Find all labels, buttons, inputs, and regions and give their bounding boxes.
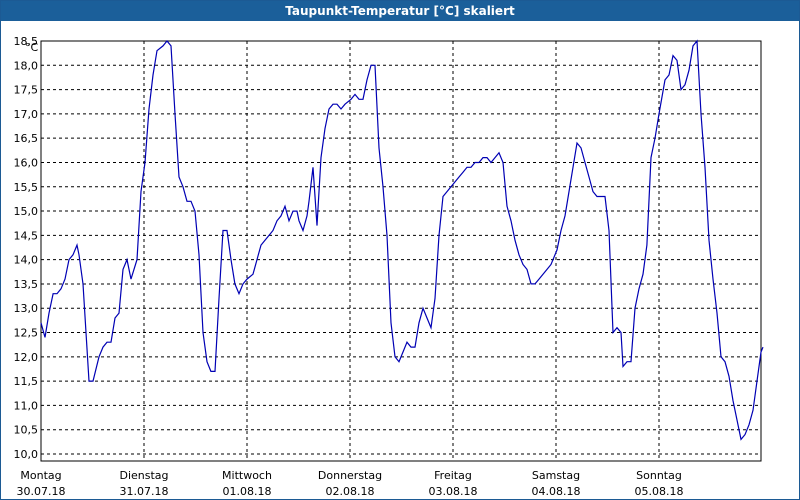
x-tick-weekday: Samstag — [532, 469, 580, 482]
y-tick-label: 13,0 — [14, 302, 39, 315]
y-tick-label: 18,0 — [14, 59, 39, 72]
window-title: Taupunkt-Temperatur [°C] skaliert — [1, 1, 799, 21]
plot-border — [40, 40, 762, 462]
y-tick-label: 16,5 — [14, 132, 39, 145]
y-axis-tick-labels: 18,5 18,0 17,5 17,0 16,5 16,0 15,5 15,0 14,5 14,0… — [14, 35, 39, 461]
y-tick-label: 18,5 — [14, 35, 39, 48]
x-tick-weekday: Freitag — [434, 469, 472, 482]
x-tick-date: 03.08.18 — [429, 485, 478, 498]
y-tick-label: 17,5 — [14, 84, 39, 97]
y-tick-label: 15,5 — [14, 181, 39, 194]
y-tick-label: 11,5 — [14, 375, 39, 388]
y-tick-label: 16,0 — [14, 156, 39, 169]
x-tick-weekday: Donnerstag — [318, 469, 382, 482]
x-tick-date: 30.07.18 — [17, 485, 66, 498]
y-tick-label: 14,0 — [14, 254, 39, 267]
x-tick-weekday: Sonntag — [636, 469, 682, 482]
x-tick-date: 04.08.18 — [532, 485, 581, 498]
y-tick-label: 12,5 — [14, 327, 39, 340]
y-tick-label: 10,0 — [14, 448, 39, 461]
chart: °C 18,518,017,517,016,516,015,515,014,51… — [14, 35, 764, 498]
x-tick-weekday: Montag — [20, 469, 61, 482]
x-axis-tick-labels: Montag 30.07.18 Dienstag 31.07.18 Mittwoch 01… — [17, 469, 684, 498]
y-tick-label: 10,5 — [14, 424, 39, 437]
y-tick-label: 11,0 — [14, 399, 39, 412]
y-axis-unit: °C — [25, 41, 39, 54]
x-tick-date: 31.07.18 — [120, 485, 169, 498]
x-tick-date: 02.08.18 — [326, 485, 375, 498]
x-tick-weekday: Mittwoch — [222, 469, 272, 482]
y-tick-label: 14,5 — [14, 229, 39, 242]
y-tick-label: 15,0 — [14, 205, 39, 218]
x-tick-date: 01.08.18 — [223, 485, 272, 498]
x-tick-weekday: Dienstag — [119, 469, 168, 482]
x-tick-date: 05.08.18 — [635, 485, 684, 498]
series-line — [40, 39, 764, 441]
y-tick-label: 13,5 — [14, 278, 39, 291]
y-tick-label: 17,0 — [14, 108, 39, 121]
y-tick-label: 12,0 — [14, 351, 39, 364]
